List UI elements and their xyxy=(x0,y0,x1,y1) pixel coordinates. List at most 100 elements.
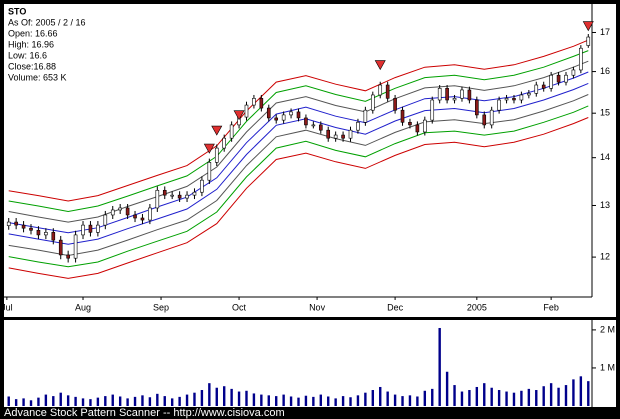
candle-body xyxy=(162,189,167,196)
volume-bar xyxy=(445,371,449,406)
volume-bar xyxy=(59,392,62,406)
volume-bar xyxy=(141,395,144,406)
y-tick-label: 13 xyxy=(600,200,610,210)
candle-body xyxy=(527,92,531,96)
candle-body xyxy=(252,98,256,106)
candle-body xyxy=(177,194,182,199)
signal-marker xyxy=(211,125,223,136)
volume-bar xyxy=(170,398,174,406)
info-line: Low: 16.6 xyxy=(8,50,47,60)
info-line: Volume: 653 K xyxy=(8,72,67,82)
candle-body xyxy=(36,229,41,236)
candle-body xyxy=(200,179,204,193)
volume-bar xyxy=(275,396,278,406)
plot: 12 13 14 15 16 17 Jul Aug Sep Oct Nov Dec 2005 Feb 1 M… xyxy=(1,21,615,406)
candle-body xyxy=(400,109,405,123)
candle-body xyxy=(356,121,360,131)
volume-bar xyxy=(549,383,553,406)
volume-bar xyxy=(89,399,92,406)
symbol: STO xyxy=(8,6,26,16)
candle-body xyxy=(281,114,286,121)
volume-bar xyxy=(14,399,18,406)
volume-bar xyxy=(512,392,516,406)
volume-bar xyxy=(282,394,285,406)
candle-body xyxy=(564,74,568,83)
volume-bar xyxy=(289,396,293,406)
candle-body xyxy=(192,191,197,196)
candle-body xyxy=(311,124,316,127)
candle-body xyxy=(304,117,308,126)
volume-bar xyxy=(386,391,389,406)
x-tick-label: Feb xyxy=(543,302,559,312)
candle-body xyxy=(274,117,279,121)
footer: Advance Stock Pattern Scanner -- http://… xyxy=(4,407,285,419)
candle-body xyxy=(229,124,234,139)
volume-bar xyxy=(349,397,352,406)
volume-bar xyxy=(341,396,345,406)
volume-bar xyxy=(438,327,441,406)
candle-body xyxy=(51,232,56,241)
candle-body xyxy=(118,207,122,211)
candle-body xyxy=(155,189,160,209)
volume-bar xyxy=(371,390,375,406)
y-tick-label: 16 xyxy=(600,66,610,76)
info-line: High: 16.96 xyxy=(8,39,54,49)
volume-bar xyxy=(579,376,583,406)
candle-body xyxy=(6,221,11,226)
volume-bar xyxy=(22,398,25,406)
candle-body xyxy=(504,98,509,101)
candle-body xyxy=(222,137,226,149)
volume-bar xyxy=(200,390,204,406)
candle-body xyxy=(489,109,494,126)
candle-body xyxy=(512,98,516,101)
candle-body xyxy=(81,224,85,236)
candle-body xyxy=(437,88,442,101)
volume-bar xyxy=(126,398,129,406)
candle-body xyxy=(556,74,561,83)
volume-bar xyxy=(252,393,256,406)
volume-bar xyxy=(319,394,322,406)
volume-bar xyxy=(453,385,456,406)
candle-body xyxy=(66,254,70,259)
signal-marker xyxy=(374,60,386,71)
volume-bar xyxy=(7,396,10,406)
band-line xyxy=(8,60,589,223)
volume-bar xyxy=(408,395,412,406)
volume-bar xyxy=(52,396,55,406)
y-tick-label: 12 xyxy=(600,251,610,261)
volume-bar xyxy=(475,386,479,406)
volume-bar xyxy=(431,388,434,406)
volume-bar xyxy=(37,397,40,406)
volume-bar xyxy=(185,394,189,406)
info-line: Close:16.88 xyxy=(8,61,56,71)
volume-bar xyxy=(96,397,100,406)
candle-body xyxy=(452,98,457,101)
candle-body xyxy=(341,134,345,139)
volume-bar xyxy=(260,394,263,406)
candle-body xyxy=(586,36,591,46)
x-tick-label: Oct xyxy=(232,302,247,312)
volume-bar xyxy=(267,395,270,406)
candle-body xyxy=(333,134,338,139)
volume-bar xyxy=(334,398,337,406)
volume-tick-label: 2 M xyxy=(600,324,615,334)
volume-bar xyxy=(133,396,137,406)
volume-bar xyxy=(520,390,523,406)
volume-tick-label: 1 M xyxy=(600,362,615,372)
volume-bar xyxy=(535,390,538,406)
candle-body xyxy=(363,109,368,123)
candle-body xyxy=(214,147,219,163)
candle-body xyxy=(170,194,174,197)
band-line xyxy=(8,94,589,257)
candle-body xyxy=(185,194,189,199)
x-tick-label: Jul xyxy=(1,302,13,312)
volume-bar xyxy=(163,396,166,406)
y-tick-label: 14 xyxy=(600,152,610,162)
volume-bar xyxy=(245,390,248,406)
candle-body xyxy=(289,111,293,116)
volume-bar xyxy=(74,396,77,406)
candle-body xyxy=(133,214,137,219)
candle-body xyxy=(445,88,449,101)
volume-bar xyxy=(564,385,568,406)
volume-bar xyxy=(29,400,33,406)
